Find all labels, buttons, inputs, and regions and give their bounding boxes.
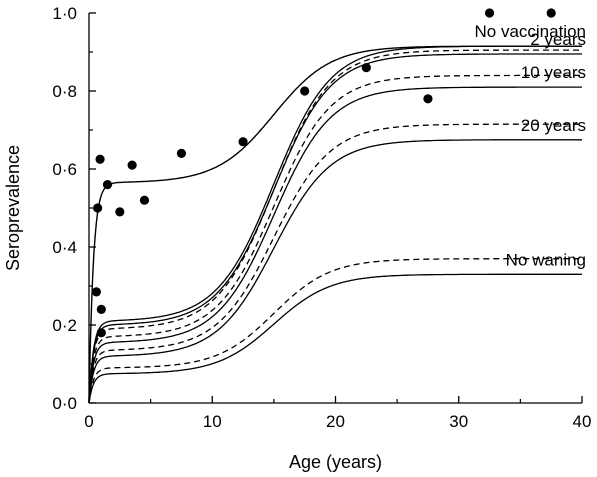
scenario-curve-solid [88, 45, 582, 404]
curves-layer [88, 45, 582, 404]
curve-label: 2 years [530, 30, 586, 49]
axes: 0 10 20 30 40 0·0 0·2 0·4 0·6 0·8 1·0 [52, 4, 591, 431]
data-point [95, 154, 105, 164]
y-tick-label: 0·8 [52, 82, 77, 101]
scenario-curve-dashed [88, 123, 582, 404]
y-tick-label: 0·6 [52, 160, 77, 179]
data-point [96, 304, 106, 314]
scenario-curve-dashed [88, 258, 582, 404]
scenario-curve-solid [88, 86, 582, 404]
data-point [423, 94, 433, 104]
y-axis-title: Seroprevalence [3, 145, 23, 271]
data-point [546, 8, 556, 18]
scenario-curve-dashed [88, 49, 582, 404]
scenario-curve-solid [88, 273, 582, 404]
scenario-curve-dashed [88, 74, 582, 404]
scenario-curve-solid [88, 53, 582, 404]
curve-label: 20 years [521, 116, 586, 135]
curve-label: No waning [506, 250, 586, 269]
data-point [361, 63, 371, 73]
curve-label: No vaccination [474, 22, 586, 41]
data-point [484, 8, 495, 18]
data-point [238, 137, 248, 147]
model-fit-curve [88, 45, 582, 404]
y-tick-label: 0·0 [52, 394, 77, 413]
x-tick-label: 40 [573, 412, 592, 431]
x-tick-label: 20 [326, 412, 345, 431]
data-point [139, 195, 150, 205]
x-tick-label: 10 [203, 412, 222, 431]
data-point [115, 207, 125, 217]
x-axis-title: Age (years) [289, 452, 382, 472]
data-point [91, 287, 101, 297]
y-tick-label: 0·4 [52, 238, 77, 257]
data-point [93, 203, 103, 213]
data-point [176, 148, 187, 158]
data-point [102, 180, 113, 190]
x-tick-label: 30 [449, 412, 468, 431]
x-tick-label: 0 [84, 412, 93, 431]
curve-label: 10 years [521, 63, 586, 82]
y-tick-label: 0·2 [52, 316, 77, 335]
points-layer [91, 8, 556, 338]
data-point [96, 328, 106, 338]
y-tick-label: 1·0 [52, 4, 77, 23]
data-point [127, 160, 137, 170]
data-point [300, 86, 310, 96]
scenario-curve-solid [88, 139, 582, 404]
